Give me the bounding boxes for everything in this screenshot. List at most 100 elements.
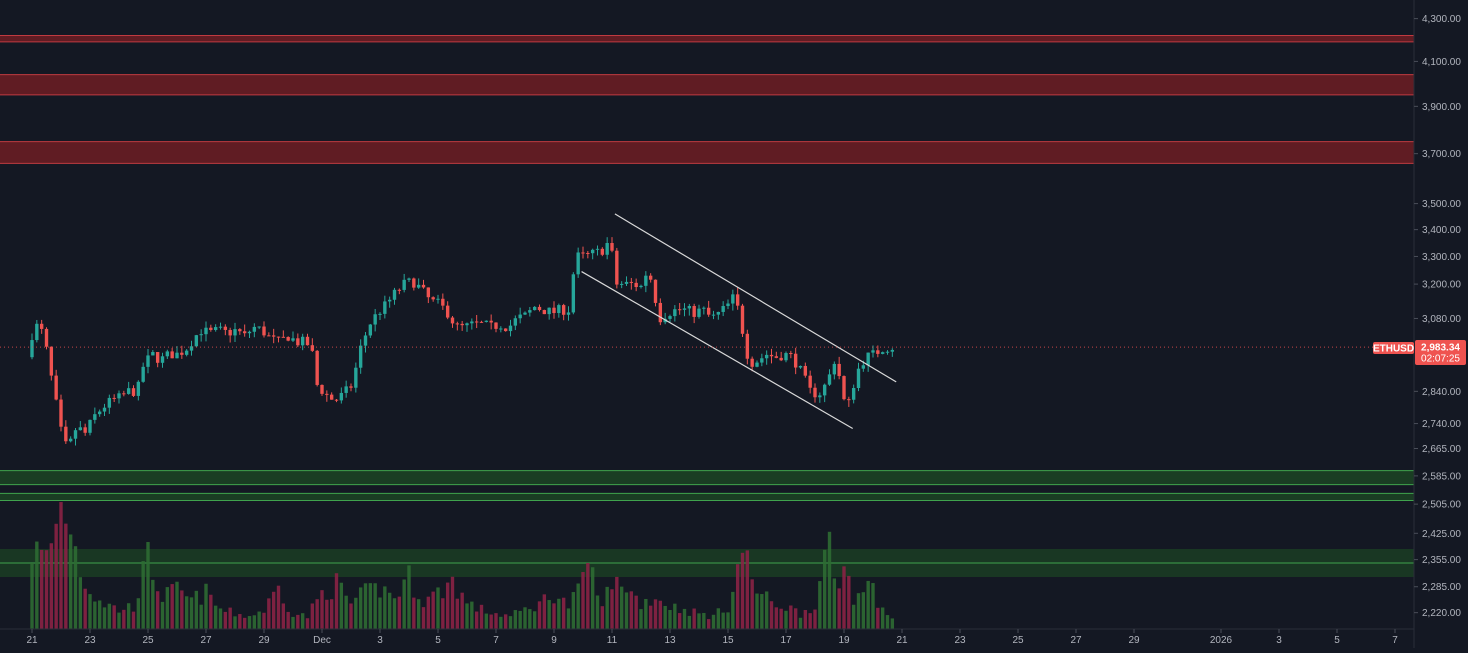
- candle-body: [378, 313, 382, 315]
- y-tick-label: 2,285.00: [1422, 582, 1461, 593]
- volume-bar: [687, 615, 692, 629]
- volume-bar: [455, 598, 460, 629]
- candle-body: [876, 350, 880, 354]
- candle-body: [334, 399, 339, 401]
- volume-bar: [813, 609, 817, 629]
- x-tick-label: 29: [258, 635, 270, 646]
- last-price-label: 2,983.34: [1421, 343, 1460, 354]
- volume-bar: [716, 608, 721, 629]
- y-tick-label: 3,500.00: [1422, 199, 1461, 210]
- x-tick-label: 2026: [1210, 635, 1233, 646]
- candle-body: [291, 338, 295, 341]
- volume-bar: [97, 600, 102, 629]
- candle-body: [170, 351, 174, 359]
- volume-bar: [755, 593, 759, 629]
- candle-body: [209, 327, 213, 330]
- volume-bar: [465, 603, 469, 629]
- candle-body: [576, 252, 580, 275]
- candle-body: [518, 314, 522, 319]
- volume-bar: [590, 567, 595, 629]
- volume-bar: [470, 601, 474, 629]
- candle-body: [644, 275, 648, 286]
- y-tick-label: 2,585.00: [1422, 471, 1461, 482]
- volume-bar: [639, 609, 643, 629]
- volume-bar: [373, 583, 377, 629]
- candle-body: [392, 289, 397, 300]
- volume-bar: [692, 608, 696, 629]
- volume-bar: [450, 576, 455, 629]
- candle-body: [503, 328, 508, 332]
- volume-bar: [146, 542, 150, 629]
- candle-body: [315, 350, 319, 385]
- candle-body: [281, 336, 286, 338]
- candle-body: [639, 285, 643, 288]
- volume-bar: [682, 608, 687, 629]
- candle-body: [784, 353, 788, 361]
- volume-bar: [320, 590, 324, 629]
- candle-body: [552, 307, 556, 314]
- volume-bar: [363, 583, 368, 629]
- candle-body: [557, 305, 561, 314]
- volume-bar: [397, 596, 402, 629]
- volume-bar: [561, 597, 566, 629]
- candle-body: [561, 305, 566, 315]
- candle-body: [93, 414, 97, 420]
- volume-bar: [518, 610, 522, 629]
- volume-bar: [697, 613, 701, 629]
- volume-bar: [213, 605, 218, 629]
- volume-bar: [557, 598, 561, 629]
- y-tick-label: 2,665.00: [1422, 444, 1461, 455]
- volume-bar: [329, 599, 334, 629]
- candle-body: [107, 397, 112, 408]
- volume-bar: [668, 609, 672, 629]
- candle-body: [581, 252, 585, 254]
- candle-body: [44, 328, 49, 347]
- volume-bar: [764, 591, 769, 629]
- volume-bar: [305, 618, 310, 629]
- candle-body: [363, 335, 368, 346]
- support-zone: [0, 493, 1414, 501]
- volume-bar: [648, 605, 653, 629]
- volume-bar: [141, 561, 145, 629]
- symbol-tag: [1373, 342, 1414, 354]
- y-tick-label: 2,425.00: [1422, 529, 1461, 540]
- volume-bar: [798, 617, 803, 629]
- volume-bar: [421, 607, 426, 629]
- candle-body: [702, 307, 706, 309]
- volume-bar: [238, 614, 242, 629]
- candle-body: [73, 430, 78, 439]
- candle-body: [837, 363, 841, 377]
- volume-bar: [151, 579, 155, 629]
- volume-bar: [296, 614, 300, 629]
- x-tick-label: 17: [780, 635, 792, 646]
- candle-body: [252, 326, 257, 332]
- candle-body: [827, 374, 832, 385]
- volume-bar: [257, 611, 261, 629]
- candle-body: [257, 326, 261, 328]
- volume-bar: [247, 616, 252, 629]
- volume-bar: [68, 534, 73, 629]
- candle-body: [54, 375, 58, 400]
- volume-bar: [281, 603, 286, 629]
- volume-bar: [35, 541, 39, 629]
- y-tick-label: 3,080.00: [1422, 314, 1461, 325]
- candle-body: [774, 356, 779, 358]
- candle-body: [49, 346, 54, 376]
- channel-layer[interactable]: [581, 213, 897, 430]
- candle-body: [673, 309, 677, 317]
- candle-body: [880, 352, 885, 354]
- candle-body: [537, 306, 542, 311]
- volume-bar: [605, 586, 609, 629]
- candle-body: [474, 321, 479, 323]
- volume-bar: [300, 613, 305, 629]
- price-axis[interactable]: 4,300.00 4,100.00 3,900.00 3,700.00 3,500.00…: [1414, 14, 1461, 619]
- candle-body: [866, 352, 870, 366]
- candle-body: [233, 329, 237, 336]
- volume-bar: [392, 598, 397, 629]
- time-axis[interactable]: 21 23 25 27 29 Dec 3 5 7 9 11 13 15 17 19 21 23 25 27 29 202…: [26, 629, 1398, 646]
- channel-lower-line: [581, 271, 854, 430]
- volume-bar: [731, 591, 735, 629]
- candle-body: [349, 386, 353, 388]
